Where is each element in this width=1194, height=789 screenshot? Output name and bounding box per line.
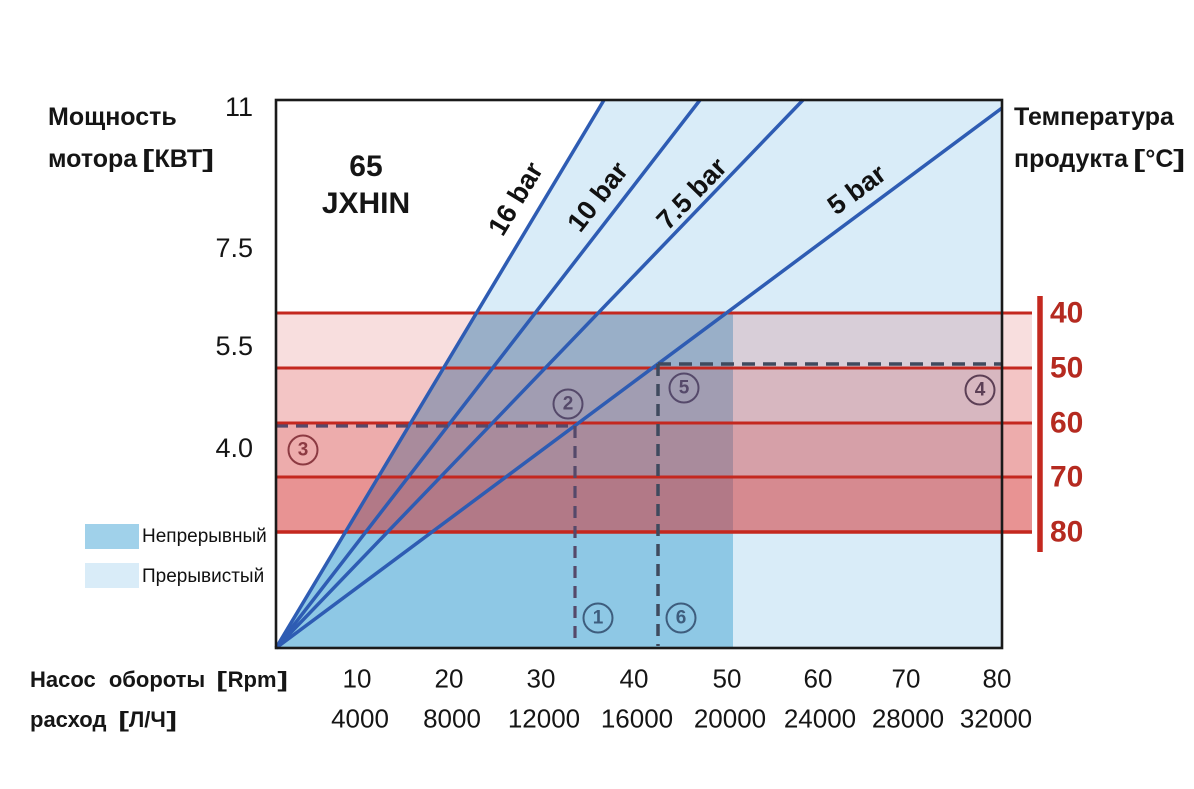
- x-axis-flow-unit: Л/Ч: [120, 707, 176, 732]
- pressure-line-7-5bar: [274, 98, 805, 650]
- power-tick-7-5: 7.5: [215, 232, 253, 263]
- temp-tick-40: 40: [1050, 296, 1084, 330]
- pressure-line-16bar: [274, 99, 606, 649]
- temp-tick-70: 70: [1050, 460, 1084, 494]
- legend-label-continuous: Непрерывный: [142, 526, 267, 547]
- power-axis-title-line2: мотора КВТ: [48, 145, 212, 174]
- flow-tick-16000: 16000: [600, 703, 674, 734]
- flow-tick-12000: 12000: [507, 703, 581, 734]
- power-tick-5-5: 5.5: [215, 330, 253, 361]
- temp-band-40-50: [276, 313, 1032, 368]
- x-axis-title-flow-text: расход: [30, 707, 107, 732]
- legend-swatch-intermittent: [85, 563, 139, 588]
- x-axis-title-rpm-text: Насос обороты: [30, 667, 206, 692]
- temp-band-50-60: [276, 368, 1032, 423]
- temp-axis-unit: °C: [1135, 145, 1184, 173]
- rpm-tick-80: 80: [982, 663, 1012, 694]
- x-axis-rpm-unit: Rpm: [218, 667, 286, 692]
- power-tick-4-0: 4.0: [215, 432, 253, 463]
- model-label: 65 JXHIN: [322, 148, 410, 222]
- flow-tick-8000: 8000: [423, 703, 481, 734]
- legend-swatch-continuous: [85, 524, 139, 549]
- rpm-tick-30: 30: [526, 663, 556, 694]
- flow-tick-28000: 28000: [871, 703, 945, 734]
- rpm-tick-40: 40: [619, 663, 649, 694]
- flow-tick-32000: 32000: [959, 703, 1033, 734]
- pressure-line-10bar: [274, 98, 702, 650]
- flow-tick-24000: 24000: [783, 703, 857, 734]
- x-axis-title-flow: расход Л/Ч: [30, 707, 175, 733]
- flow-tick-20000: 20000: [693, 703, 767, 734]
- marker-1: 1: [582, 602, 614, 634]
- power-axis-unit: КВТ: [144, 145, 212, 173]
- marker-5: 5: [668, 372, 700, 404]
- marker-2: 2: [552, 388, 584, 420]
- rpm-tick-20: 20: [434, 663, 464, 694]
- temp-axis-title-line1: Температура: [1014, 103, 1174, 131]
- plot-border: [274, 98, 1004, 650]
- model-name: JXHIN: [321, 187, 411, 220]
- rpm-tick-10: 10: [342, 663, 372, 694]
- pressure-line-5bar: [274, 106, 1004, 650]
- rpm-tick-50: 50: [712, 663, 742, 694]
- temp-axis-title-line2: продукта °C: [1014, 145, 1184, 174]
- power-tick-11: 11: [224, 91, 253, 122]
- marker-3: 3: [287, 434, 319, 466]
- rpm-tick-60: 60: [803, 663, 833, 694]
- legend-label-intermittent: Прерывистый: [142, 566, 265, 587]
- x-axis-title-rpm: Насос обороты Rpm: [30, 667, 286, 693]
- temp-tick-60: 60: [1050, 406, 1084, 440]
- flow-tick-4000: 4000: [331, 703, 389, 734]
- temp-band-70-80: [276, 477, 1032, 532]
- power-axis-title-word: мотора: [48, 145, 138, 173]
- temp-band-60-70: [276, 423, 1032, 477]
- model-size: 65: [349, 150, 383, 183]
- marker-6: 6: [665, 602, 697, 634]
- temp-tick-80: 80: [1050, 515, 1084, 549]
- rpm-tick-70: 70: [891, 663, 921, 694]
- power-axis-title-line1: Мощность: [48, 103, 177, 131]
- temp-tick-50: 50: [1050, 351, 1084, 385]
- temp-axis-title-word: продукта: [1014, 145, 1129, 173]
- marker-4: 4: [964, 374, 996, 406]
